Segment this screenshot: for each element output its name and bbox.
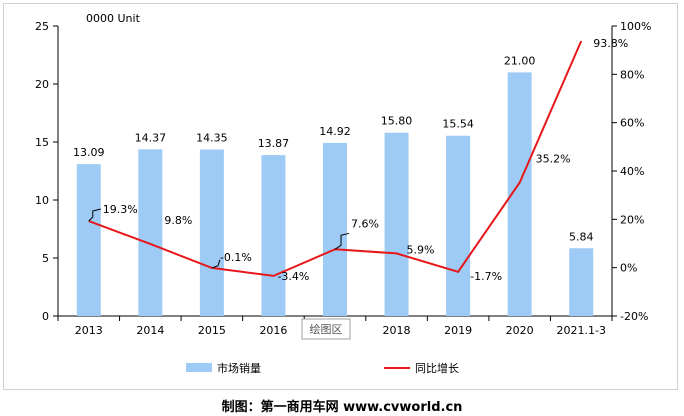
bar-data-label: 15.54 (442, 118, 474, 131)
bar-data-label: 13.87 (258, 137, 290, 150)
right-tick-label: 60% (620, 117, 644, 130)
line-data-label: 93.8% (593, 37, 628, 50)
bar (507, 72, 532, 317)
x-tick-label: 2018 (383, 324, 411, 337)
tooltip-box (301, 318, 351, 340)
left-tick-label: 25 (35, 20, 49, 33)
line-data-label: 35.2% (536, 153, 571, 166)
x-tick-label: 2020 (506, 324, 534, 337)
right-tick-label: 40% (620, 165, 644, 178)
sales-growth-chart: 0 5 10 15 20 25 -20% 0% 20% 40% 60% 80% 100% 0000 Uni… (35, 12, 651, 375)
bar (323, 142, 347, 316)
legend-swatch-sales (186, 363, 212, 372)
left-tick-label: 10 (35, 194, 49, 207)
line-data-label: 9.8% (164, 214, 192, 227)
line-data-label: -0.1% (220, 251, 252, 264)
x-tick-label: 2013 (75, 324, 103, 337)
unit-label: 0000 Unit (86, 12, 141, 25)
chart-credit: 制图：第一商用车网 www.cvworld.cn (221, 400, 463, 415)
bar-data-label: 5.84 (569, 230, 594, 243)
left-tick-label: 20 (35, 78, 49, 91)
legend-label-growth: 同比增长 (415, 361, 459, 375)
bar-data-label: 14.35 (196, 132, 228, 145)
chart-frame (3, 3, 678, 390)
label-leader-line (88, 208, 101, 222)
line-data-label: -3.4% (277, 270, 309, 283)
label-leader-line (211, 259, 221, 269)
right-tick-label: 20% (620, 213, 644, 226)
x-tick-label: 2021.1-3 (556, 324, 605, 337)
x-tick-label: 2019 (444, 324, 472, 337)
legend-label-sales: 市场销量 (217, 361, 261, 375)
bar-data-label: 13.09 (73, 146, 105, 159)
bar (138, 149, 163, 316)
right-tick-label: 80% (620, 68, 644, 81)
bar-data-label: 15.80 (381, 115, 413, 128)
bar (384, 132, 409, 316)
x-tick-label: 2016 (259, 324, 287, 337)
bar (446, 135, 471, 316)
right-tick-label: -20% (620, 310, 648, 323)
bar-data-label: 21.00 (504, 54, 536, 67)
bar (199, 149, 224, 316)
left-tick-label: 0 (42, 310, 49, 323)
line-data-label: -1.7% (470, 270, 502, 283)
x-tick-label: 2015 (198, 324, 226, 337)
x-tick-label: 2014 (136, 324, 164, 337)
left-tick-label: 5 (42, 252, 49, 265)
line-data-label: 5.9% (407, 243, 435, 256)
right-tick-label: 100% (620, 20, 651, 33)
bar (569, 248, 594, 316)
bar (261, 155, 286, 316)
line-data-label: 19.3% (103, 203, 138, 216)
bar-data-label: 14.37 (135, 131, 167, 144)
right-tick-label: 0% (620, 262, 637, 275)
label-leader-line (334, 232, 350, 250)
bar (76, 164, 101, 316)
tooltip-label: 绘图区 (310, 322, 343, 336)
bar-data-label: 14.92 (319, 125, 351, 138)
line-data-label: 7.6% (351, 217, 379, 230)
left-tick-label: 15 (35, 136, 49, 149)
plot-area-tooltip: 绘图区 (301, 318, 351, 340)
